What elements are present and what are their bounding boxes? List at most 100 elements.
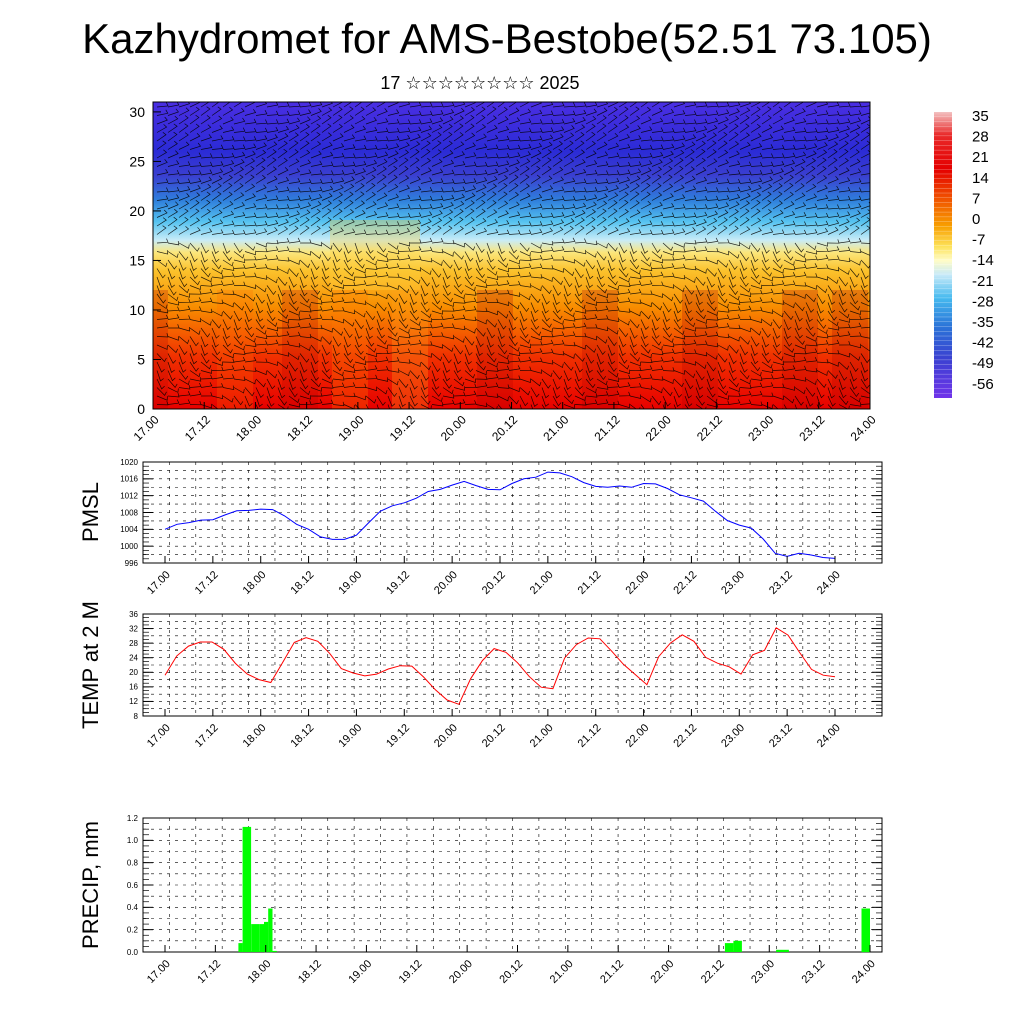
wind-barb bbox=[706, 322, 719, 329]
wind-barb bbox=[244, 404, 247, 409]
wind-barb bbox=[409, 141, 421, 150]
wind-barb bbox=[607, 259, 615, 271]
wind-barb bbox=[717, 268, 727, 279]
wind-barb bbox=[585, 335, 597, 341]
wind-barb bbox=[497, 251, 507, 262]
wind-barb bbox=[343, 404, 355, 409]
wind-barb bbox=[673, 348, 686, 354]
wind-barb bbox=[684, 166, 695, 176]
wind-barb bbox=[398, 319, 409, 329]
wind-barb bbox=[596, 336, 608, 344]
wind-barb bbox=[695, 370, 705, 381]
precip-bar bbox=[724, 943, 734, 952]
wind-barb bbox=[310, 115, 322, 125]
x-tick-label: 19.00 bbox=[336, 722, 364, 750]
wind-barb bbox=[761, 209, 773, 218]
wind-barb bbox=[585, 150, 597, 159]
wind-barb bbox=[310, 276, 319, 288]
wind-barb bbox=[585, 370, 594, 382]
wind-barb bbox=[167, 306, 180, 312]
wind-barb bbox=[805, 150, 817, 159]
wind-barb bbox=[200, 134, 212, 142]
wind-barb bbox=[761, 336, 770, 348]
wind-barb bbox=[233, 356, 246, 363]
wind-barb bbox=[178, 217, 189, 227]
wind-barb bbox=[508, 327, 517, 339]
wind-barb bbox=[849, 149, 860, 159]
wind-barb bbox=[453, 314, 466, 320]
wind-barb bbox=[816, 378, 827, 389]
wind-barb bbox=[211, 168, 224, 176]
wind-barb bbox=[266, 255, 279, 261]
precip-bar bbox=[861, 908, 870, 953]
wind-barb bbox=[189, 344, 198, 356]
wind-barb bbox=[717, 109, 730, 116]
wind-barb bbox=[233, 201, 245, 210]
wind-barb bbox=[695, 404, 707, 409]
wind-barb bbox=[497, 353, 509, 360]
wind-barb bbox=[783, 353, 795, 358]
wind-barb bbox=[574, 116, 586, 125]
wind-barb bbox=[739, 390, 752, 397]
wind-barb bbox=[200, 115, 211, 125]
wind-barb bbox=[585, 194, 598, 201]
wind-barb bbox=[266, 349, 279, 354]
wind-barb bbox=[431, 132, 442, 142]
wind-barb bbox=[277, 246, 290, 252]
wind-barb bbox=[288, 353, 300, 361]
wind-barb bbox=[222, 310, 233, 320]
wind-barb bbox=[541, 240, 554, 246]
wind-barb bbox=[563, 110, 576, 116]
wind-barb bbox=[596, 170, 609, 176]
wind-barb bbox=[321, 305, 334, 312]
wind-barb bbox=[849, 124, 861, 133]
wind-barb bbox=[475, 169, 488, 176]
wind-barb bbox=[420, 225, 432, 235]
wind-barb bbox=[640, 144, 653, 150]
wind-barb bbox=[343, 124, 355, 133]
wind-barb bbox=[310, 108, 322, 116]
wind-barb bbox=[431, 302, 443, 311]
wind-barb bbox=[453, 325, 466, 331]
wind-barb bbox=[585, 240, 598, 246]
wind-barb bbox=[695, 186, 708, 193]
wind-barb bbox=[266, 326, 278, 332]
wind-barb bbox=[772, 327, 781, 339]
wind-barb bbox=[288, 225, 299, 235]
wind-barb bbox=[420, 203, 433, 210]
wind-barb bbox=[321, 344, 330, 356]
wind-barb bbox=[761, 228, 774, 235]
wind-barb bbox=[508, 166, 520, 176]
wind-barb bbox=[783, 152, 796, 159]
wind-barb bbox=[651, 319, 659, 331]
wind-barb bbox=[607, 306, 620, 312]
wind-barb bbox=[244, 284, 256, 289]
wind-barb bbox=[519, 263, 532, 269]
wind-barb bbox=[552, 319, 564, 325]
wind-barb bbox=[585, 259, 596, 270]
wind-barb bbox=[794, 242, 804, 253]
wind-barb bbox=[849, 322, 862, 329]
wind-barb bbox=[486, 288, 499, 295]
y-tick-label: 5 bbox=[137, 351, 145, 367]
wind-barb bbox=[266, 361, 278, 366]
wind-barb bbox=[662, 136, 675, 142]
wind-barb bbox=[596, 107, 608, 116]
wind-barb bbox=[475, 242, 485, 254]
wind-barb bbox=[739, 378, 751, 385]
wind-barb bbox=[387, 395, 396, 407]
wind-barb bbox=[376, 242, 387, 253]
precip-bar bbox=[255, 924, 260, 952]
wind-barb bbox=[167, 131, 178, 142]
wind-barb bbox=[728, 306, 741, 312]
wind-barb bbox=[706, 203, 719, 210]
wind-barb bbox=[233, 102, 243, 108]
wind-barb bbox=[376, 271, 389, 278]
wind-barb bbox=[541, 302, 549, 314]
wind-barb bbox=[376, 356, 389, 363]
wind-barb bbox=[552, 302, 561, 314]
wind-barb bbox=[288, 217, 300, 227]
wind-barb bbox=[552, 331, 565, 337]
wind-barb bbox=[574, 314, 587, 320]
wind-barb bbox=[717, 238, 730, 244]
